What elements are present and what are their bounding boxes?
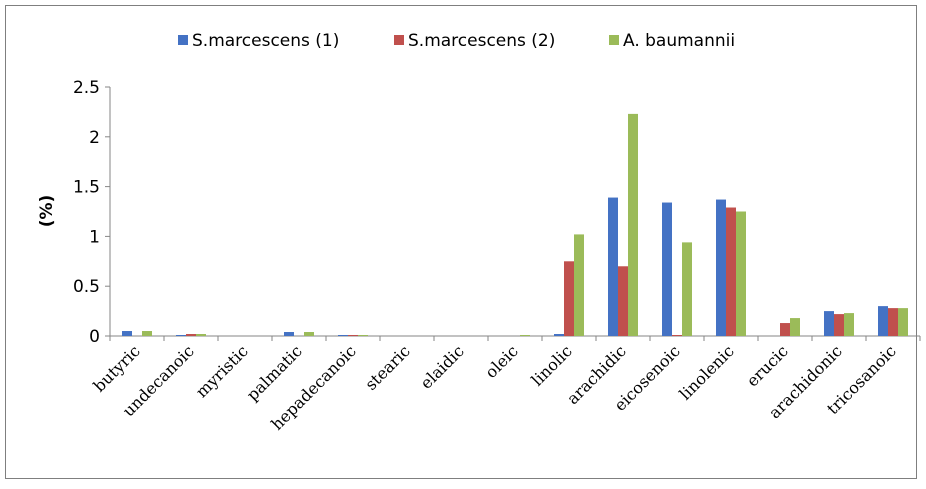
bar bbox=[790, 318, 800, 336]
legend-entry: A. baumannii bbox=[623, 31, 735, 51]
bar bbox=[564, 261, 574, 336]
bar bbox=[196, 334, 206, 336]
bar bbox=[878, 306, 888, 336]
x-tick-label: linolic bbox=[527, 341, 575, 389]
y-axis: 0 0.5 1 1.5 2 2.5 bbox=[73, 78, 111, 347]
legend-entry: S.marcescens (1) bbox=[192, 31, 339, 51]
x-tick-label: oleic bbox=[481, 341, 522, 382]
bar bbox=[682, 242, 692, 336]
y-tick-label: 0.5 bbox=[73, 277, 100, 297]
x-tick-label: linolenic bbox=[676, 341, 738, 403]
bar bbox=[736, 211, 746, 336]
bar bbox=[662, 202, 672, 336]
bar bbox=[304, 332, 314, 336]
bar bbox=[898, 308, 908, 336]
legend-entry: S.marcescens (2) bbox=[408, 31, 555, 51]
legend: S.marcescens (1) S.marcescens (2) A. bauma… bbox=[178, 31, 735, 51]
x-axis: butyricundecanoicmyristicpalmatichepadec… bbox=[90, 335, 921, 434]
bar bbox=[844, 313, 854, 336]
y-tick-label: 0 bbox=[89, 327, 100, 347]
bar bbox=[284, 332, 294, 336]
legend-swatch bbox=[609, 35, 619, 45]
legend-swatch bbox=[178, 35, 188, 45]
bars bbox=[122, 113, 908, 336]
bar bbox=[186, 334, 196, 336]
y-tick-label: 1.5 bbox=[73, 178, 100, 198]
bar bbox=[888, 308, 898, 336]
bar bbox=[338, 335, 348, 336]
bar bbox=[672, 335, 682, 336]
bar bbox=[122, 331, 132, 336]
bar bbox=[348, 335, 358, 336]
bar bbox=[176, 335, 186, 336]
bar bbox=[358, 335, 368, 336]
bar bbox=[824, 311, 834, 336]
y-axis-label: (%) bbox=[37, 195, 57, 228]
x-tick-label: erucic bbox=[743, 341, 792, 390]
bar bbox=[142, 331, 152, 336]
bar bbox=[628, 113, 638, 336]
x-tick-label: elaidic bbox=[417, 341, 468, 392]
bar bbox=[520, 335, 530, 336]
bar bbox=[608, 197, 618, 336]
y-tick-label: 1 bbox=[89, 227, 100, 247]
bar bbox=[716, 199, 726, 336]
bar bbox=[834, 314, 844, 336]
y-tick-label: 2 bbox=[89, 128, 100, 148]
bar bbox=[618, 266, 628, 336]
y-tick-label: 2.5 bbox=[73, 78, 100, 98]
legend-swatch bbox=[394, 35, 404, 45]
bar bbox=[554, 334, 564, 336]
x-tick-label: butyric bbox=[90, 341, 144, 395]
x-tick-label: stearic bbox=[361, 341, 414, 394]
bar bbox=[726, 207, 736, 336]
chart-frame bbox=[5, 5, 917, 479]
bar bbox=[574, 234, 584, 336]
bar bbox=[780, 323, 790, 336]
